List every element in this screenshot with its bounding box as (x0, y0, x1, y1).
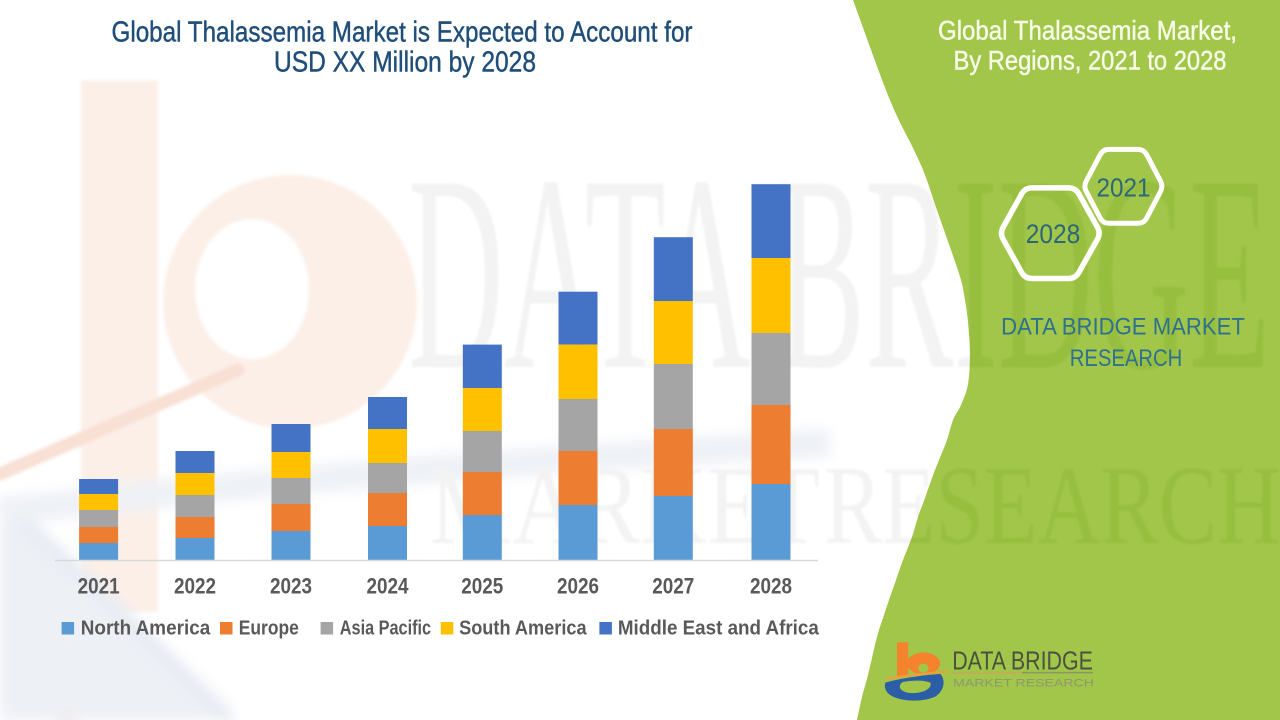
svg-text:Europe: Europe (239, 618, 299, 640)
svg-text:USD XX Million by 2028: USD XX Million by 2028 (274, 47, 536, 79)
svg-text:2021: 2021 (1097, 172, 1151, 202)
svg-text:South America: South America (459, 618, 587, 640)
svg-text:2025: 2025 (461, 574, 503, 599)
svg-text:2023: 2023 (270, 574, 312, 599)
svg-text:Asia Pacific: Asia Pacific (340, 618, 431, 640)
svg-text:2026: 2026 (557, 574, 599, 599)
svg-text:2022: 2022 (174, 574, 216, 599)
svg-text:DATA BRIDGE: DATA BRIDGE (952, 647, 1093, 675)
svg-text:2028: 2028 (1026, 219, 1081, 249)
svg-text:Global Thalassemia Market is E: Global Thalassemia Market is Expected to… (112, 17, 693, 49)
svg-text:MARKET RESEARCH: MARKET RESEARCH (953, 677, 1094, 689)
svg-text:2028: 2028 (750, 574, 792, 599)
svg-text:2027: 2027 (652, 574, 694, 599)
svg-text:North America: North America (81, 618, 211, 640)
svg-text:By Regions, 2021 to 2028: By Regions, 2021 to 2028 (954, 45, 1227, 75)
svg-text:DATA BRIDGE MARKET: DATA BRIDGE MARKET (1001, 314, 1245, 341)
svg-text:2021: 2021 (78, 574, 120, 599)
svg-text:Global Thalassemia Market,: Global Thalassemia Market, (938, 16, 1237, 46)
svg-text:2024: 2024 (367, 574, 410, 599)
svg-text:RESEARCH: RESEARCH (1070, 345, 1183, 372)
svg-text:Middle East and Africa: Middle East and Africa (618, 618, 820, 640)
